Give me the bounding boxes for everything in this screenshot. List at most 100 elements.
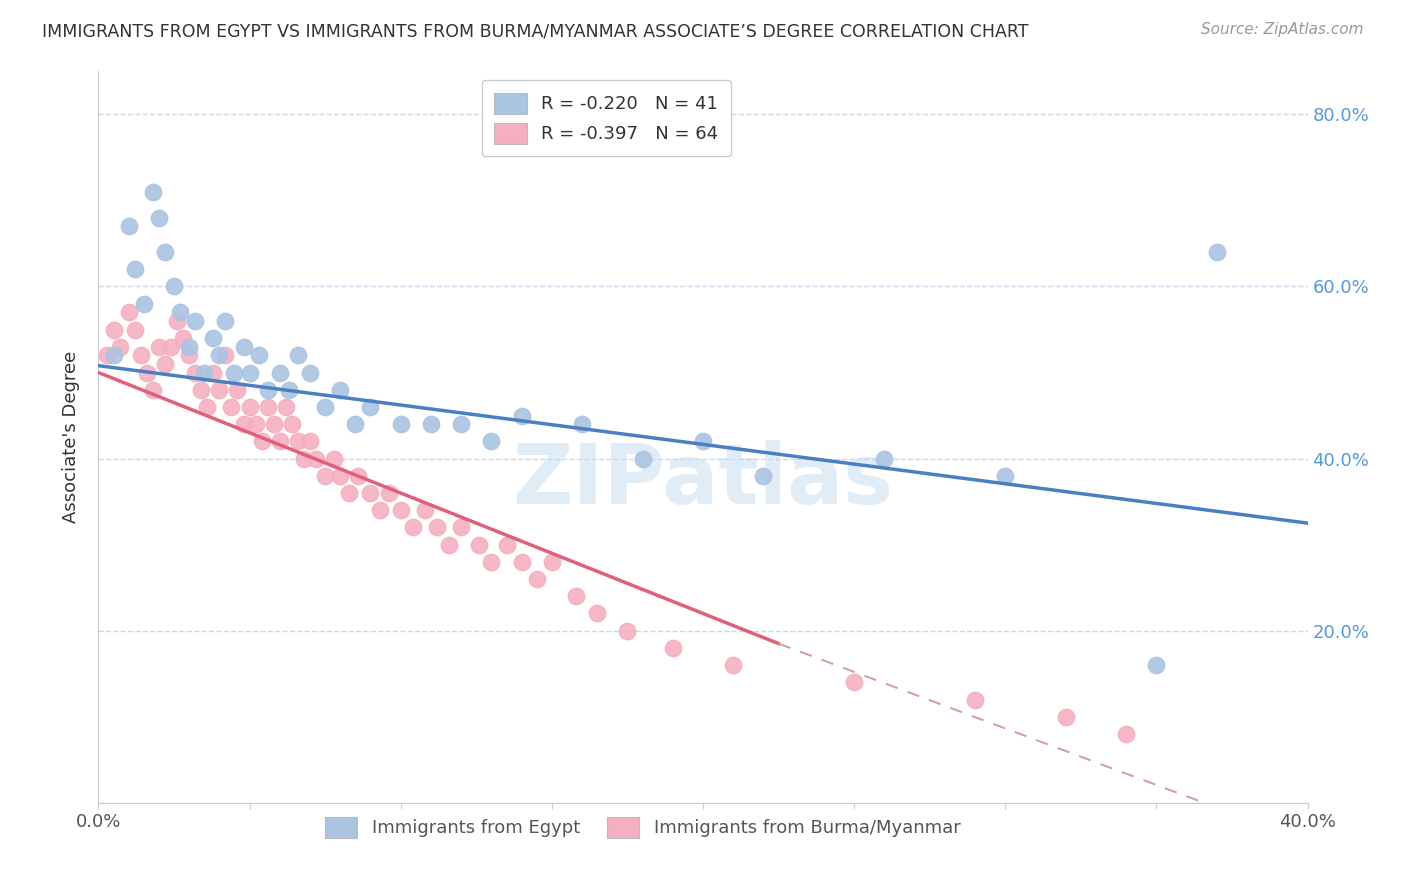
Point: [347, 468, 370, 483]
Point: [873, 451, 896, 466]
Point: [124, 262, 146, 277]
Point: [263, 417, 285, 432]
Point: [118, 219, 141, 234]
Point: [616, 624, 638, 638]
Point: [250, 434, 273, 449]
Point: [202, 366, 225, 380]
Point: [163, 279, 186, 293]
Point: [247, 348, 270, 362]
Point: [314, 400, 336, 414]
Point: [232, 340, 254, 354]
Point: [413, 503, 436, 517]
Point: [723, 658, 745, 673]
Point: [96, 348, 118, 362]
Point: [994, 468, 1017, 483]
Point: [526, 572, 548, 586]
Point: [193, 366, 215, 380]
Point: [202, 331, 225, 345]
Point: [510, 555, 533, 569]
Point: [179, 348, 201, 362]
Point: [586, 607, 609, 621]
Point: [402, 520, 425, 534]
Point: [329, 383, 352, 397]
Point: [389, 417, 412, 432]
Point: [661, 640, 683, 655]
Point: [208, 348, 231, 362]
Point: [129, 348, 152, 362]
Point: [132, 296, 155, 310]
Point: [195, 400, 218, 414]
Point: [160, 340, 183, 354]
Point: [389, 503, 412, 517]
Point: [329, 468, 352, 483]
Point: [245, 417, 267, 432]
Point: [179, 340, 201, 354]
Point: [239, 366, 262, 380]
Point: [344, 417, 367, 432]
Point: [468, 538, 491, 552]
Text: ZIPatlas: ZIPatlas: [513, 441, 893, 522]
Point: [239, 400, 262, 414]
Point: [148, 340, 170, 354]
Point: [287, 434, 309, 449]
Point: [631, 451, 654, 466]
Point: [299, 434, 322, 449]
Point: [323, 451, 346, 466]
Point: [256, 383, 278, 397]
Point: [172, 331, 194, 345]
Point: [565, 589, 588, 603]
Point: [450, 417, 472, 432]
Point: [142, 383, 165, 397]
Point: [277, 383, 299, 397]
Point: [118, 305, 141, 319]
Point: [314, 468, 336, 483]
Point: [103, 322, 125, 336]
Point: [692, 434, 714, 449]
Point: [1144, 658, 1167, 673]
Point: [287, 348, 309, 362]
Point: [103, 348, 125, 362]
Text: IMMIGRANTS FROM EGYPT VS IMMIGRANTS FROM BURMA/MYANMAR ASSOCIATE’S DEGREE CORREL: IMMIGRANTS FROM EGYPT VS IMMIGRANTS FROM…: [42, 22, 1029, 40]
Point: [148, 211, 170, 225]
Point: [269, 366, 291, 380]
Point: [142, 185, 165, 199]
Point: [232, 417, 254, 432]
Legend: Immigrants from Egypt, Immigrants from Burma/Myanmar: Immigrants from Egypt, Immigrants from B…: [318, 810, 967, 845]
Point: [184, 366, 207, 380]
Point: [166, 314, 188, 328]
Point: [450, 520, 472, 534]
Point: [153, 245, 176, 260]
Y-axis label: Associate's Degree: Associate's Degree: [62, 351, 80, 524]
Point: [169, 305, 191, 319]
Point: [221, 400, 243, 414]
Point: [190, 383, 212, 397]
Point: [540, 555, 562, 569]
Point: [571, 417, 593, 432]
Point: [481, 555, 503, 569]
Point: [256, 400, 278, 414]
Point: [420, 417, 443, 432]
Point: [269, 434, 291, 449]
Text: Source: ZipAtlas.com: Source: ZipAtlas.com: [1201, 22, 1364, 37]
Point: [510, 409, 533, 423]
Point: [274, 400, 297, 414]
Point: [299, 366, 322, 380]
Point: [224, 366, 246, 380]
Point: [184, 314, 207, 328]
Point: [377, 486, 399, 500]
Point: [214, 348, 236, 362]
Point: [1206, 245, 1229, 260]
Point: [360, 400, 382, 414]
Point: [135, 366, 157, 380]
Point: [752, 468, 775, 483]
Point: [495, 538, 517, 552]
Point: [1054, 710, 1077, 724]
Point: [360, 486, 382, 500]
Point: [226, 383, 249, 397]
Point: [437, 538, 460, 552]
Point: [426, 520, 449, 534]
Point: [208, 383, 231, 397]
Point: [124, 322, 146, 336]
Point: [368, 503, 391, 517]
Point: [844, 675, 866, 690]
